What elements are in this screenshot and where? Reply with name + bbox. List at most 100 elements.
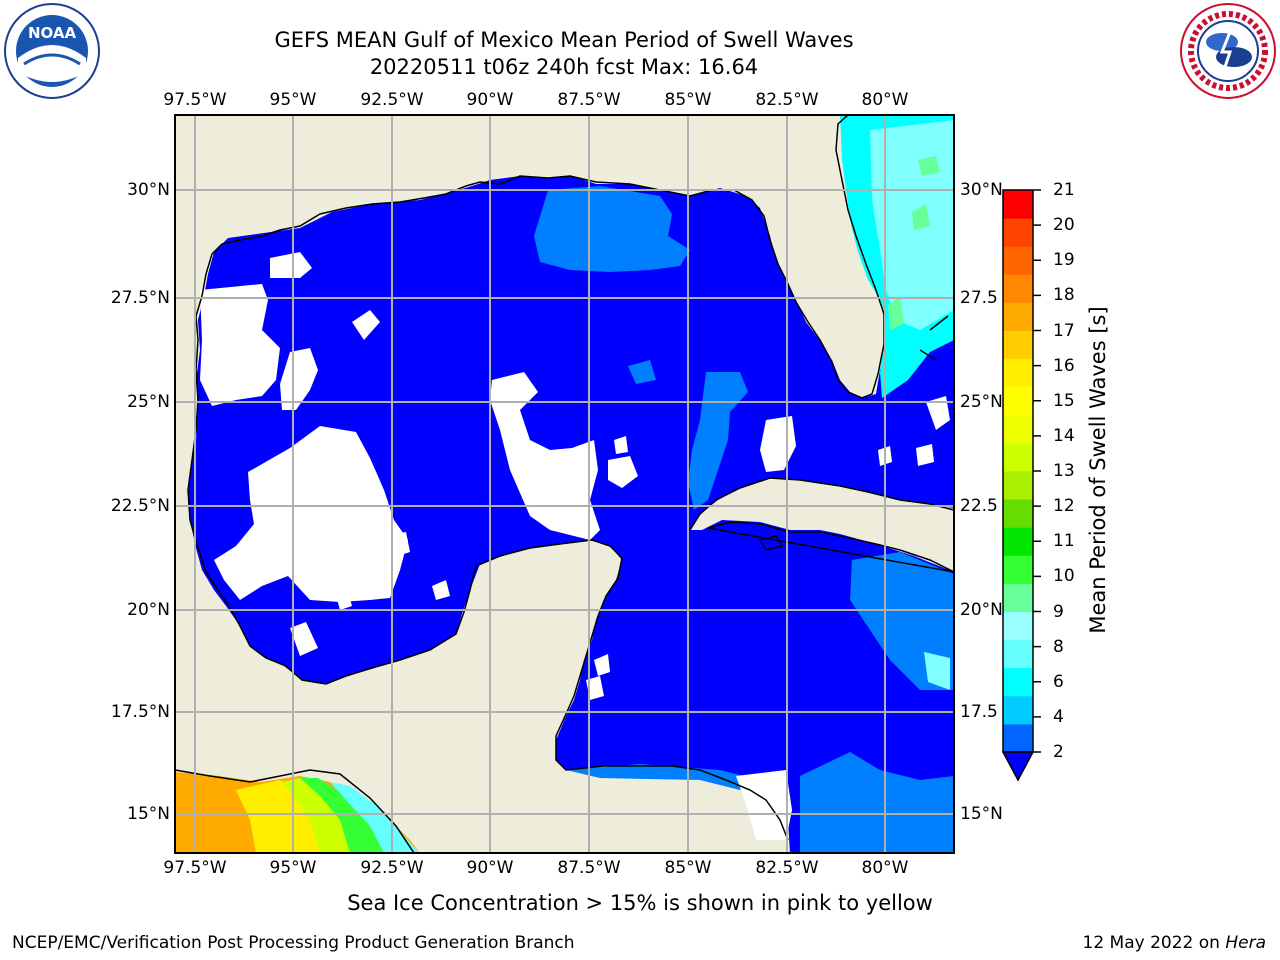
swell-patch-2to4s [534,186,690,272]
coastline-mexico [189,519,789,841]
colorbar-segment [1003,246,1033,275]
date-text: 12 May 2022 on [1082,933,1220,953]
longitude-tick-label: 92.5°W [360,90,424,110]
latitude-tick-label: 20°N [127,600,170,620]
coastline-pacific [175,769,415,853]
colorbar-tick-label: 2 [1053,742,1064,762]
no-data-area [352,310,380,340]
colorbar-segment [1003,695,1033,725]
colorbar-segment [1003,723,1033,753]
colorbar-tick-label: 16 [1053,355,1075,376]
credit-text: NCEP/EMC/Verification Post Processing Pr… [12,933,575,953]
longitude-tick-label: 90°W [466,858,514,878]
colorbar-tick-label: 4 [1053,706,1064,727]
no-data-area [608,456,638,488]
longitude-tick-label: 80°W [861,90,909,110]
swell-patch-2to4s [800,752,954,853]
machine-name: Hera [1225,933,1266,953]
colorbar-tick-label: 21 [1053,180,1075,200]
latitude-tick-label: 17.5 [960,702,998,722]
latitude-tick-label: 30°N [127,180,170,200]
swell-patch-6to8s [330,782,420,853]
swell-patch-9to10s [918,156,940,176]
longitude-tick-label: 87.5°W [557,90,621,110]
colorbar-segment [1003,442,1033,472]
no-data-area [270,252,312,278]
no-data-area [290,622,318,656]
latitude-tick-label: 15°N [960,804,1003,824]
no-data-area [916,444,934,466]
longitude-tick-label: 80°W [861,858,909,878]
no-data-area [200,284,280,406]
no-data-area [614,436,628,454]
colorbar-tick-label: 13 [1053,461,1075,481]
noaa-logo: NOAA [4,3,100,99]
longitude-tick-label: 85°W [664,858,712,878]
colorbar-segment [1003,386,1033,416]
latitude-tick-label: 25°N [127,392,170,412]
colorbar-segment [1003,302,1033,331]
colorbar-tick-label: 18 [1053,285,1075,306]
longitude-tick-label: 95°W [269,90,317,110]
swell-patch-10to11s [300,778,384,853]
longitude-tick-label: 95°W [269,858,317,878]
colorbar-segment [1003,667,1033,697]
nws-logo [1180,3,1276,99]
no-data-area [594,654,610,676]
sea-ice-note: Sea Ice Concentration > 15% is shown in … [347,891,933,915]
chart-title: GEFS MEAN Gulf of Mexico Mean Period of … [274,28,854,52]
colorbar-tick-label: 15 [1053,390,1075,411]
latitude-tick-label: 22.5°N [110,496,170,516]
coastline-cuba [689,477,954,573]
swell-patch-12to13s [282,778,350,853]
colorbar-segment [1003,190,1033,219]
longitude-tick-label: 97.5°W [163,90,227,110]
colorbar-segment [1003,555,1033,584]
longitude-tick-label: 92.5°W [360,858,424,878]
swell-patch-6to8s [924,652,950,690]
longitude-tick-label: 87.5°W [557,858,621,878]
noaa-logo-text: NOAA [28,24,77,42]
coastline-bahamas [919,315,949,361]
no-data-area [432,580,450,600]
colorbar-tick-label: 17 [1053,320,1075,341]
colorbar-tick-label: 10 [1053,566,1075,587]
latitude-tick-label: 22.5 [960,496,998,516]
colorbar-segment [1003,499,1033,528]
latitude-tick-label: 27.5 [960,288,998,308]
swell-patch-9to10s [888,296,904,330]
swell-patch-2to4s [566,764,760,790]
swell-patch-9to10s [912,204,930,230]
no-data-area [926,396,950,430]
colorbar-segment [1003,218,1033,247]
colorbar-tick-label: 19 [1053,250,1075,271]
coastline-us-gulf [187,115,885,521]
colorbar-segment [1003,414,1033,444]
colorbar-segment [1003,274,1033,303]
coastline-isle-of-youth [758,535,784,551]
colorbar-tick-label: 9 [1053,601,1064,622]
colorbar-segment [1003,471,1033,500]
latitude-tick-label: 20°N [960,600,1003,620]
colorbar-segment [1003,527,1033,556]
longitude-tick-label: 82.5°W [755,858,819,878]
no-data-area [214,426,408,602]
date-stamp: 12 May 2022 on Hera [1083,933,1267,953]
longitude-tick-label: 85°W [664,90,712,110]
no-data-area [280,348,318,410]
no-data-area [586,676,604,700]
colorbar-tick-label: 12 [1053,496,1075,517]
colorbar-segment [1003,358,1033,388]
longitude-tick-label: 82.5°W [755,90,819,110]
latitude-tick-label: 25°N [960,392,1003,412]
no-data-area [736,770,792,840]
longitude-tick-label: 97.5°W [163,858,227,878]
latitude-tick-label: 17.5°N [110,702,170,722]
colorbar-tick-label: 8 [1053,636,1064,657]
swell-patch-2to4s [628,360,656,384]
no-data-area [490,372,600,540]
colorbar-label: Mean Period of Swell Waves [s] [1086,306,1110,634]
longitude-tick-label: 90°W [466,90,514,110]
